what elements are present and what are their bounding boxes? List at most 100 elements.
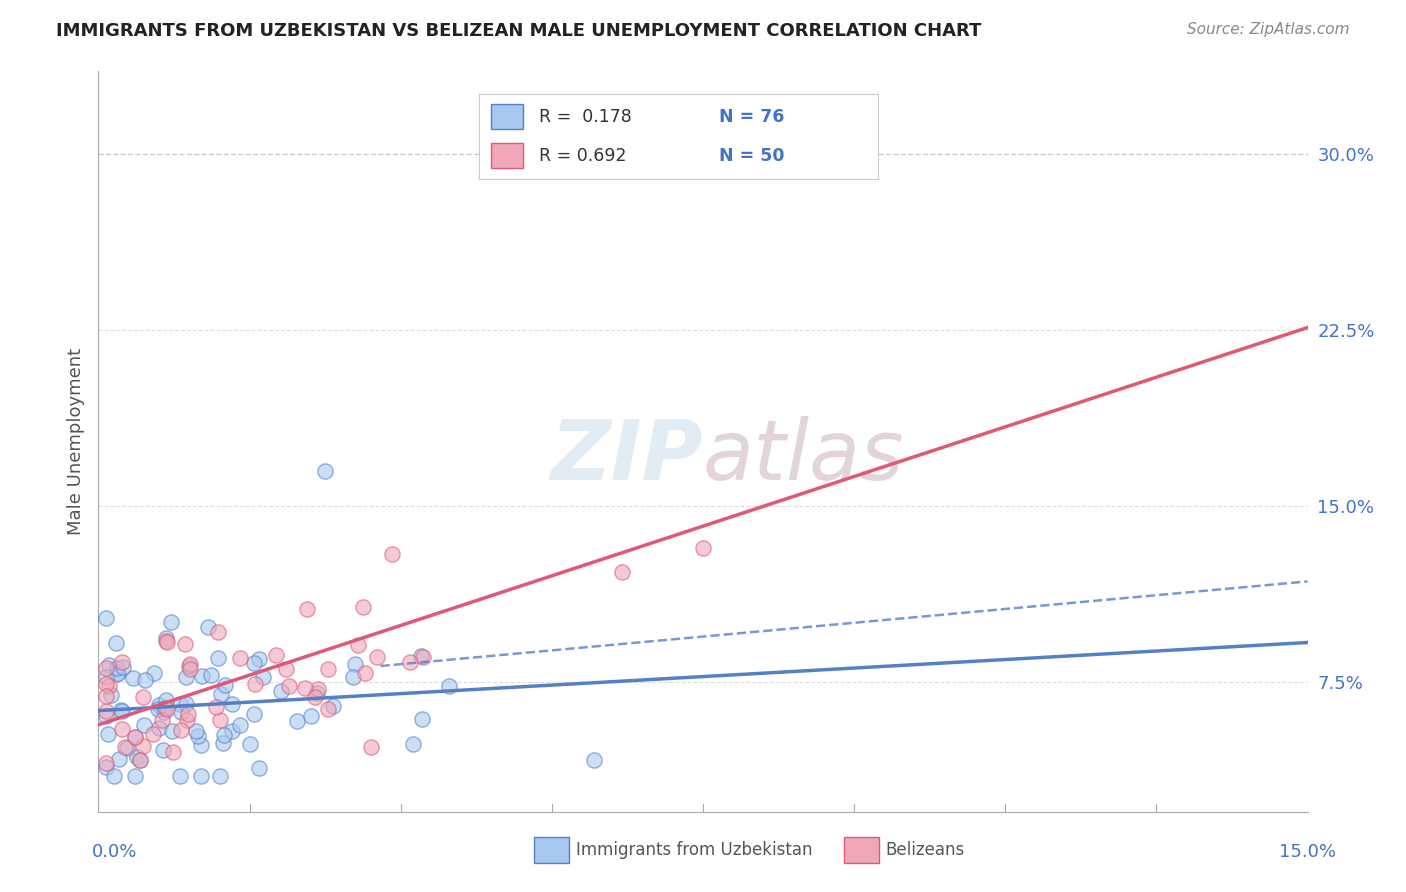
Point <box>100 688 122 702</box>
Point <box>187 729 209 743</box>
Point <box>437 679 460 693</box>
Point <box>156 701 179 715</box>
Point <box>162 745 184 759</box>
Point <box>153 705 176 719</box>
Point <box>143 665 166 680</box>
Point <box>316 702 339 716</box>
Text: IMMIGRANTS FROM UZBEKISTAN VS BELIZEAN MALE UNEMPLOYMENT CORRELATION CHART: IMMIGRANTS FROM UZBEKISTAN VS BELIZEAN M… <box>56 22 981 40</box>
Point <box>239 737 262 751</box>
Point <box>179 659 201 673</box>
Point <box>307 682 329 697</box>
Point <box>582 753 605 767</box>
Point <box>134 673 156 687</box>
Point <box>96 611 118 625</box>
Point <box>96 661 118 675</box>
Text: 0.0%: 0.0% <box>91 843 136 861</box>
Point <box>229 651 252 665</box>
Point <box>381 547 404 561</box>
Point <box>131 739 153 753</box>
Point <box>169 723 191 737</box>
Point <box>314 464 336 478</box>
Point <box>274 662 297 676</box>
Point <box>299 709 322 723</box>
Point <box>174 670 197 684</box>
Point <box>322 698 344 713</box>
Point <box>131 690 153 705</box>
Point <box>270 684 292 698</box>
Point <box>177 706 200 721</box>
Text: Source: ZipAtlas.com: Source: ZipAtlas.com <box>1187 22 1350 37</box>
Point <box>208 769 231 783</box>
Point <box>207 650 229 665</box>
Point <box>105 666 128 681</box>
Point <box>148 698 170 712</box>
Point <box>221 697 243 711</box>
Point <box>344 657 367 672</box>
Point <box>247 652 270 666</box>
Point <box>107 752 129 766</box>
Point <box>252 670 274 684</box>
Point <box>148 721 170 735</box>
Point <box>174 698 197 712</box>
Point <box>142 726 165 740</box>
Point <box>179 657 201 671</box>
Point <box>114 740 136 755</box>
Point <box>174 637 197 651</box>
Point <box>155 693 177 707</box>
Point <box>111 704 134 718</box>
Point <box>134 718 156 732</box>
Point <box>117 741 139 756</box>
Point <box>295 601 318 615</box>
Point <box>821 146 844 161</box>
Point <box>146 702 169 716</box>
Point <box>692 541 714 556</box>
Point <box>129 754 152 768</box>
Point <box>124 730 146 744</box>
Point <box>399 655 422 669</box>
Point <box>190 668 212 682</box>
Point <box>342 670 364 684</box>
Point <box>214 678 236 692</box>
Point <box>96 708 118 723</box>
Point <box>200 667 222 681</box>
Point <box>352 599 374 614</box>
Point <box>96 759 118 773</box>
Point <box>316 662 339 676</box>
Text: ZIP: ZIP <box>550 416 703 497</box>
Point <box>209 713 232 727</box>
Point <box>155 631 177 645</box>
Point <box>107 666 129 681</box>
Point <box>346 638 368 652</box>
Point <box>243 657 266 671</box>
Point <box>209 687 232 701</box>
Point <box>612 565 634 579</box>
Point <box>411 712 433 726</box>
Point <box>98 657 121 672</box>
Point <box>97 727 120 741</box>
Point <box>190 769 212 783</box>
Point <box>305 686 328 700</box>
Point <box>247 761 270 775</box>
Point <box>96 669 118 683</box>
Point <box>211 736 233 750</box>
Text: 15.0%: 15.0% <box>1278 843 1336 861</box>
Point <box>160 724 183 739</box>
Point <box>245 677 267 691</box>
Point <box>96 756 118 771</box>
Point <box>360 740 382 755</box>
Point <box>150 713 173 727</box>
Point <box>125 750 148 764</box>
Point <box>204 700 226 714</box>
Point <box>304 690 326 704</box>
Point <box>278 679 301 693</box>
Text: Immigrants from Uzbekistan: Immigrants from Uzbekistan <box>576 841 813 859</box>
Point <box>402 738 425 752</box>
Point <box>169 697 191 711</box>
Point <box>170 705 193 719</box>
Text: atlas: atlas <box>703 416 904 497</box>
Point <box>111 723 134 737</box>
Point <box>197 620 219 634</box>
Point <box>159 615 181 629</box>
Point <box>121 671 143 685</box>
Point <box>287 714 309 728</box>
